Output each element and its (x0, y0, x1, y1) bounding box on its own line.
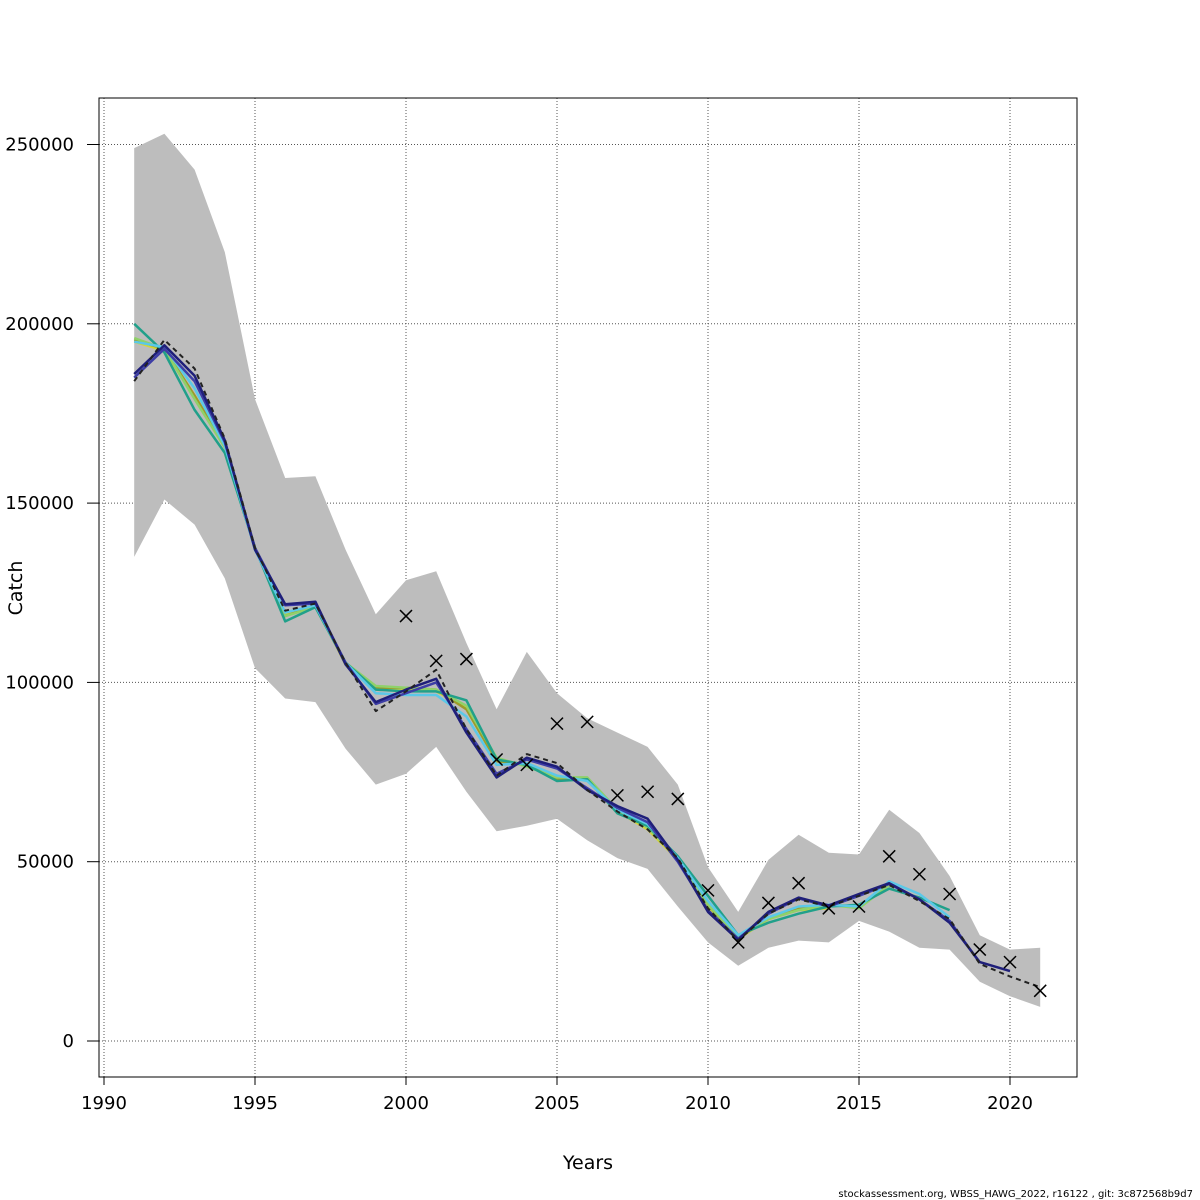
observation-point (641, 785, 655, 799)
observation-point (822, 901, 836, 915)
x-tick-label: 1995 (232, 1093, 278, 1114)
x-tick-label: 2010 (685, 1093, 731, 1114)
observation-point (1033, 984, 1047, 998)
y-tick-label: 150000 (5, 493, 74, 514)
observation-point (882, 849, 896, 863)
observation-point (580, 715, 594, 729)
y-axis-title: Catch (5, 561, 27, 616)
observation-point (852, 899, 866, 914)
plot-frame (98, 97, 1078, 1078)
x-axis-title: Years (562, 1152, 613, 1174)
x-axis: 1990 1995 2000 2005 2010 2015 2020 (81, 1077, 1033, 1114)
series-line-peel-1 (133, 344, 1011, 973)
observation-point (490, 752, 504, 767)
x-tick-label: 2000 (383, 1093, 429, 1114)
observation-point (610, 788, 624, 802)
observation-point (399, 609, 413, 623)
observation-point (792, 876, 806, 890)
observation-point (761, 896, 775, 910)
y-tick-label: 50000 (17, 852, 74, 873)
observation-point (1003, 955, 1017, 969)
observation-point (731, 935, 745, 949)
observation-point (701, 883, 715, 897)
observation-point (459, 652, 473, 666)
y-axis: 0 50000 100000 150000 200000 250000 (5, 135, 99, 1052)
observation-point (550, 717, 564, 731)
observation-point (912, 867, 926, 881)
series-line-peel-4 (133, 322, 951, 937)
observation-point (671, 792, 685, 806)
series-line-base (133, 338, 1041, 989)
observation-point (520, 758, 534, 772)
y-tick-label: 200000 (5, 314, 74, 335)
observation-point (973, 943, 987, 957)
series-lines (133, 322, 1041, 989)
y-tick-label: 250000 (5, 135, 74, 156)
footer-credit: stockassessment.org, WBSS_HAWG_2022, r16… (838, 1189, 1193, 1200)
x-tick-label: 2005 (534, 1093, 580, 1114)
y-tick-label: 0 (63, 1031, 74, 1052)
x-tick-label: 2020 (987, 1093, 1033, 1114)
x-tick-label: 2015 (836, 1093, 882, 1114)
observation-point (429, 654, 443, 668)
observations-group (399, 609, 1047, 998)
observation-point (943, 887, 957, 901)
x-tick-label: 1990 (81, 1093, 127, 1114)
y-tick-label: 100000 (5, 672, 74, 693)
